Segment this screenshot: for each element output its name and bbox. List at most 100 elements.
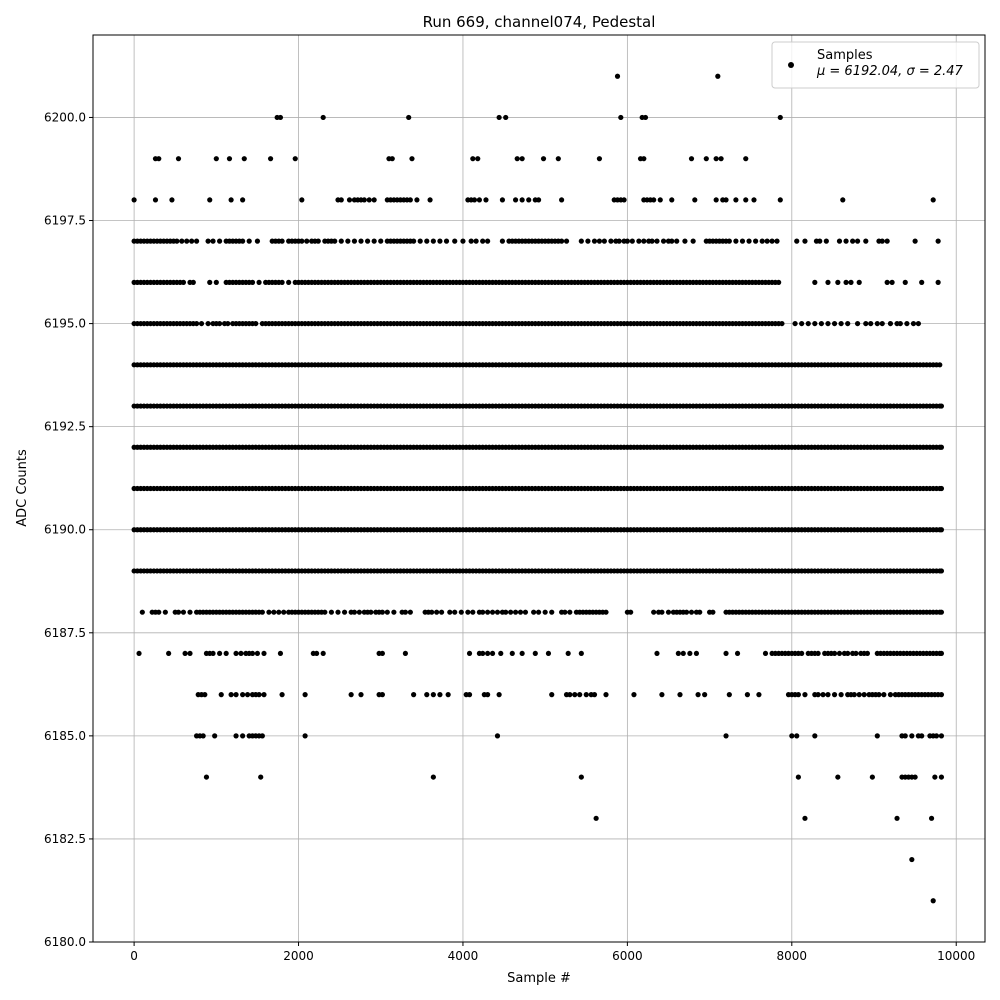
data-point bbox=[299, 238, 305, 244]
data-point bbox=[682, 238, 688, 244]
legend-series-stats: μ = 6192.04, σ = 2.47 bbox=[816, 64, 964, 79]
data-point bbox=[743, 197, 749, 203]
data-point bbox=[437, 238, 443, 244]
data-point bbox=[240, 197, 246, 203]
chart-title: Run 669, channel074, Pedestal bbox=[423, 13, 656, 31]
data-point bbox=[218, 692, 224, 698]
data-point bbox=[212, 733, 218, 739]
data-point bbox=[348, 692, 354, 698]
data-point bbox=[559, 238, 565, 244]
data-point bbox=[621, 197, 627, 203]
data-point bbox=[366, 197, 372, 203]
data-point bbox=[585, 238, 591, 244]
data-point bbox=[759, 238, 765, 244]
data-point bbox=[710, 609, 716, 615]
y-tick-label: 6185.0 bbox=[44, 729, 86, 743]
data-point bbox=[489, 650, 496, 657]
data-point bbox=[549, 692, 555, 698]
data-point bbox=[874, 320, 880, 327]
data-point bbox=[718, 156, 724, 162]
data-point bbox=[669, 238, 675, 244]
data-point bbox=[471, 197, 478, 203]
data-point bbox=[341, 609, 348, 615]
data-point bbox=[802, 692, 808, 698]
data-point bbox=[654, 650, 660, 657]
data-point bbox=[577, 692, 583, 698]
data-point bbox=[299, 197, 305, 203]
data-point bbox=[751, 197, 757, 203]
data-point bbox=[302, 692, 308, 698]
data-point bbox=[601, 238, 607, 244]
data-point bbox=[503, 609, 509, 615]
data-point bbox=[540, 156, 547, 162]
data-point bbox=[169, 197, 175, 203]
data-point bbox=[407, 609, 413, 615]
data-point bbox=[596, 238, 603, 244]
data-point bbox=[549, 609, 555, 615]
data-point bbox=[713, 156, 719, 162]
data-point bbox=[223, 650, 229, 657]
data-point bbox=[314, 650, 320, 657]
data-point bbox=[517, 609, 524, 615]
data-point bbox=[351, 609, 358, 615]
data-point bbox=[608, 238, 614, 244]
data-point bbox=[246, 238, 252, 244]
data-point bbox=[812, 733, 818, 739]
data-point bbox=[519, 197, 525, 203]
data-point bbox=[364, 238, 371, 244]
data-point bbox=[322, 609, 328, 615]
data-point bbox=[485, 650, 491, 657]
data-point bbox=[889, 279, 895, 285]
data-point bbox=[332, 238, 338, 244]
legend-series-name: Samples bbox=[817, 48, 873, 63]
data-point bbox=[514, 156, 520, 162]
data-point bbox=[919, 733, 925, 739]
data-point bbox=[863, 238, 869, 244]
data-point bbox=[320, 114, 326, 121]
data-point bbox=[863, 320, 869, 327]
data-point bbox=[831, 692, 838, 698]
data-point bbox=[438, 609, 445, 615]
data-point bbox=[338, 238, 344, 244]
data-point bbox=[198, 320, 205, 327]
data-point bbox=[361, 197, 367, 203]
data-point bbox=[499, 238, 506, 244]
data-point bbox=[180, 279, 187, 285]
data-point bbox=[909, 733, 915, 739]
data-point bbox=[677, 692, 683, 698]
data-point bbox=[884, 279, 890, 285]
data-point bbox=[292, 156, 298, 162]
data-point bbox=[202, 692, 208, 698]
data-point bbox=[258, 774, 264, 780]
data-point bbox=[854, 238, 861, 244]
data-point bbox=[152, 197, 159, 203]
data-point bbox=[567, 609, 573, 615]
data-point bbox=[795, 774, 801, 780]
data-point bbox=[512, 197, 519, 203]
data-point bbox=[189, 238, 195, 244]
data-point bbox=[695, 692, 701, 698]
data-point bbox=[578, 774, 584, 780]
data-point bbox=[180, 609, 187, 615]
x-tick-label: 6000 bbox=[612, 949, 643, 963]
data-point bbox=[938, 403, 945, 409]
data-point bbox=[445, 692, 451, 698]
data-point bbox=[200, 733, 206, 739]
data-point bbox=[659, 692, 665, 698]
data-point bbox=[213, 156, 219, 162]
data-point bbox=[739, 238, 746, 244]
data-point bbox=[470, 156, 476, 162]
data-point bbox=[938, 609, 945, 615]
data-point bbox=[187, 650, 193, 657]
x-tick-label: 2000 bbox=[283, 949, 314, 963]
data-point bbox=[499, 197, 506, 203]
data-point bbox=[476, 197, 482, 203]
data-point bbox=[443, 238, 450, 244]
y-tick-label: 6197.5 bbox=[44, 214, 86, 228]
data-point bbox=[578, 650, 584, 657]
data-point bbox=[764, 238, 770, 244]
data-point bbox=[743, 156, 749, 162]
data-point bbox=[205, 320, 211, 327]
data-point bbox=[411, 692, 417, 698]
